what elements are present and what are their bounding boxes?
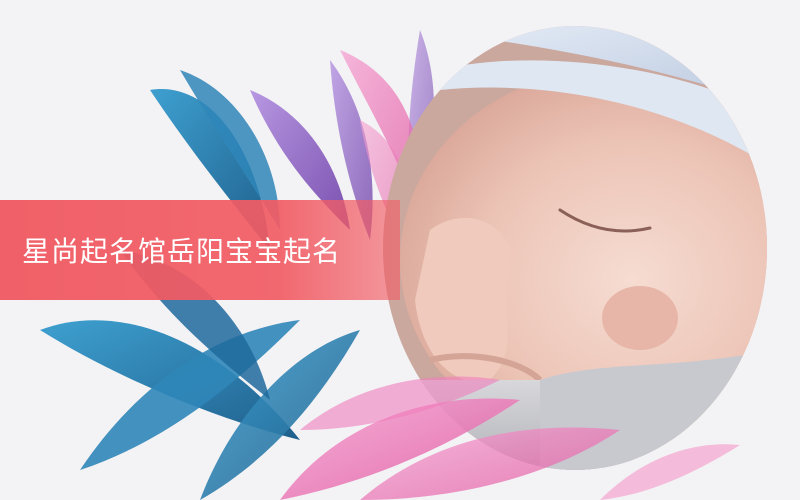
pink-feathers-bottom — [280, 376, 740, 500]
banner-title: 星尚起名馆岳阳宝宝起名 — [22, 235, 342, 268]
title-banner: 星尚起名馆岳阳宝宝起名 — [0, 200, 400, 300]
